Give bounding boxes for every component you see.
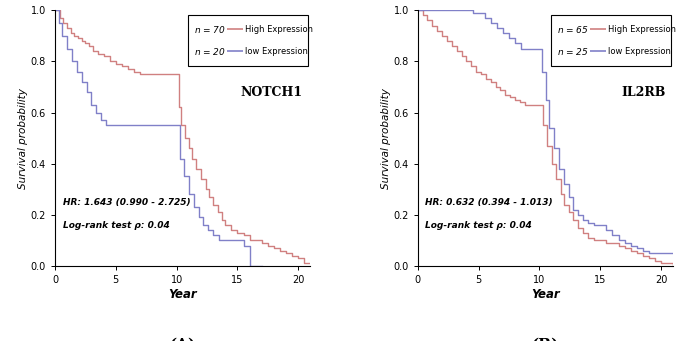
Y-axis label: Survival probability: Survival probability [18,88,27,189]
Y-axis label: Survival probability: Survival probability [381,88,391,189]
X-axis label: Year: Year [531,288,560,301]
Text: IL2RB: IL2RB [621,86,666,99]
Text: $n$ = 20: $n$ = 20 [194,46,226,57]
Text: $n$ = 25: $n$ = 25 [557,46,589,57]
FancyBboxPatch shape [550,15,671,66]
Text: $n$ = 70: $n$ = 70 [194,24,226,35]
Text: Log-rank test ρ: 0.04: Log-rank test ρ: 0.04 [425,221,532,230]
Text: $n$ = 65: $n$ = 65 [557,24,589,35]
Text: HR: 0.632 (0.394 - 1.013): HR: 0.632 (0.394 - 1.013) [425,198,553,207]
Text: low Expression: low Expression [608,47,671,56]
Text: High Expression: High Expression [245,25,313,34]
FancyBboxPatch shape [188,15,308,66]
Text: Log-rank test ρ: 0.04: Log-rank test ρ: 0.04 [63,221,170,230]
Text: low Expression: low Expression [245,47,308,56]
Text: HR: 1.643 (0.990 - 2.725): HR: 1.643 (0.990 - 2.725) [63,198,190,207]
Text: NOTCH1: NOTCH1 [240,86,303,99]
Text: (A): (A) [170,338,196,341]
X-axis label: Year: Year [168,288,197,301]
Text: (B): (B) [532,338,559,341]
Text: High Expression: High Expression [608,25,676,34]
